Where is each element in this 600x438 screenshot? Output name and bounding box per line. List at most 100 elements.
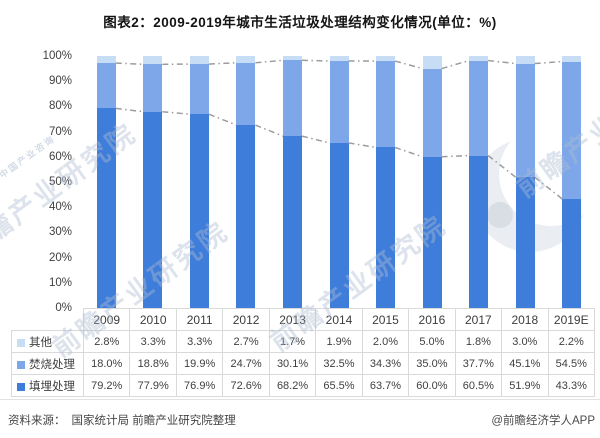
bar-segment-焚烧处理 <box>329 61 349 143</box>
value-cell: 19.9% <box>175 352 224 375</box>
connector-line <box>487 154 517 178</box>
value-cell: 1.7% <box>268 330 317 353</box>
year-header-cell: 2019E <box>547 308 596 331</box>
bar-2014 <box>329 56 349 308</box>
bar-segment-填埋处理 <box>562 198 582 308</box>
connector-line <box>534 176 563 200</box>
legend-label: 填埋处理 <box>29 380 75 393</box>
bar-segment-填埋处理 <box>96 108 116 308</box>
year-header-cell: 2016 <box>408 308 456 331</box>
year-header-cell: 2015 <box>361 308 410 331</box>
value-cell: 5.0% <box>408 330 456 353</box>
bar-segment-填埋处理 <box>422 156 442 308</box>
value-cell: 18.8% <box>129 352 177 375</box>
value-cell: 2.8% <box>82 330 131 353</box>
value-cell: 24.7% <box>222 352 270 375</box>
bar-2013 <box>282 56 302 308</box>
year-header-cell: 2014 <box>315 308 363 331</box>
value-cell: 45.1% <box>501 352 549 375</box>
bar-segment-其他 <box>469 56 489 61</box>
value-cell: 2.0% <box>361 330 410 353</box>
bar-segment-焚烧处理 <box>422 68 442 157</box>
y-axis-tick-label: 90% <box>48 75 72 88</box>
footer: 资料来源： 国家统计局 前瞻产业研究院整理 @前瞻经济学人APP <box>8 412 595 428</box>
bar-segment-填埋处理 <box>376 147 396 308</box>
value-cell: 60.0% <box>408 374 456 397</box>
bar-segment-焚烧处理 <box>282 60 302 137</box>
connector-line <box>441 59 470 70</box>
connector-line <box>255 59 284 64</box>
connector-line <box>394 60 423 70</box>
year-header-cell: 2017 <box>454 308 503 331</box>
chart-title: 图表2：2009-2019年城市生活垃圾处理结构变化情况(单位：%) <box>103 15 497 30</box>
bar-segment-其他 <box>282 56 302 61</box>
bar-segment-焚烧处理 <box>562 61 582 199</box>
value-cell: 18.0% <box>82 352 131 375</box>
plot-area <box>83 56 595 308</box>
bar-2016 <box>422 56 442 308</box>
source-text: 国家统计局 前瞻产业研究院整理 <box>71 415 236 427</box>
connector-line <box>162 110 190 115</box>
bar-segment-填埋处理 <box>189 114 209 308</box>
connector-line <box>255 124 284 137</box>
value-cell: 77.9% <box>129 374 177 397</box>
bar-segment-填埋处理 <box>515 177 535 308</box>
connector-line <box>348 142 377 149</box>
legend-cell: 填埋处理 <box>11 374 84 397</box>
value-cell: 72.6% <box>222 374 270 397</box>
year-header-cell: 2010 <box>129 308 177 331</box>
legend-label: 其他 <box>29 336 52 349</box>
connector-line <box>208 113 237 126</box>
connector-line <box>301 135 330 144</box>
value-cell: 35.0% <box>408 352 456 375</box>
table-row-其他: 其他 2.8% 3.3% 3.3% 2.7% 1.7% 1.9% 2.0% 5.0% 1.8% 3.… <box>11 330 596 353</box>
value-cell: 37.7% <box>454 352 503 375</box>
connector-line <box>115 62 144 66</box>
bar-2009 <box>96 56 116 308</box>
bar-segment-填埋处理 <box>282 136 302 308</box>
value-cell: 63.7% <box>361 374 410 397</box>
source-note: 资料来源： 国家统计局 前瞻产业研究院整理 <box>8 412 236 428</box>
bar-segment-填埋处理 <box>469 155 489 308</box>
bar-segment-焚烧处理 <box>96 63 116 109</box>
value-cell: 1.8% <box>454 330 503 353</box>
bar-segment-其他 <box>515 56 535 64</box>
y-axis-tick-label: 10% <box>48 276 72 289</box>
bar-segment-其他 <box>236 56 256 63</box>
bar-segment-焚烧处理 <box>376 61 396 148</box>
bar-segment-其他 <box>562 56 582 62</box>
bar-segment-焚烧处理 <box>469 60 489 156</box>
legend-swatch-icon <box>17 360 25 369</box>
value-cell: 65.5% <box>315 374 363 397</box>
connector-line <box>301 59 330 62</box>
bar-segment-焚烧处理 <box>515 63 535 178</box>
bar-segment-焚烧处理 <box>189 64 209 115</box>
y-axis-tick-label: 50% <box>48 176 72 188</box>
bar-2011 <box>189 56 209 308</box>
value-cell: 60.5% <box>454 374 503 397</box>
value-cell: 32.5% <box>315 352 363 375</box>
y-axis-tick-label: 20% <box>48 251 72 264</box>
value-cell: 2.7% <box>222 330 270 353</box>
y-axis-tick-label: 70% <box>48 125 72 138</box>
attribution: @前瞻经济学人APP <box>491 415 595 427</box>
bar-2010 <box>143 56 163 308</box>
bar-segment-填埋处理 <box>143 111 163 308</box>
connector-line <box>394 146 423 158</box>
value-cell: 30.1% <box>268 352 317 375</box>
source-label: 资料来源： <box>8 415 66 427</box>
y-axis-tick-label: 40% <box>48 201 72 214</box>
table-row-填埋处理: 填埋处理 79.2% 77.9% 76.9% 72.6% 68.2% 65.5% 63.7% 6… <box>11 374 596 397</box>
bar-2017 <box>469 56 489 308</box>
year-header-cell: 2013 <box>268 308 317 331</box>
year-header-cell: 2012 <box>222 308 270 331</box>
bar-segment-其他 <box>422 56 442 69</box>
value-cell: 34.3% <box>361 352 410 375</box>
y-axis-tick-label: 30% <box>48 226 72 239</box>
value-cell: 54.5% <box>547 352 596 375</box>
value-cell: 3.3% <box>129 330 177 353</box>
value-cell: 68.2% <box>268 374 317 397</box>
bar-segment-填埋处理 <box>236 125 256 308</box>
legend-cell: 焚烧处理 <box>11 352 84 375</box>
bar-2012 <box>236 56 256 308</box>
